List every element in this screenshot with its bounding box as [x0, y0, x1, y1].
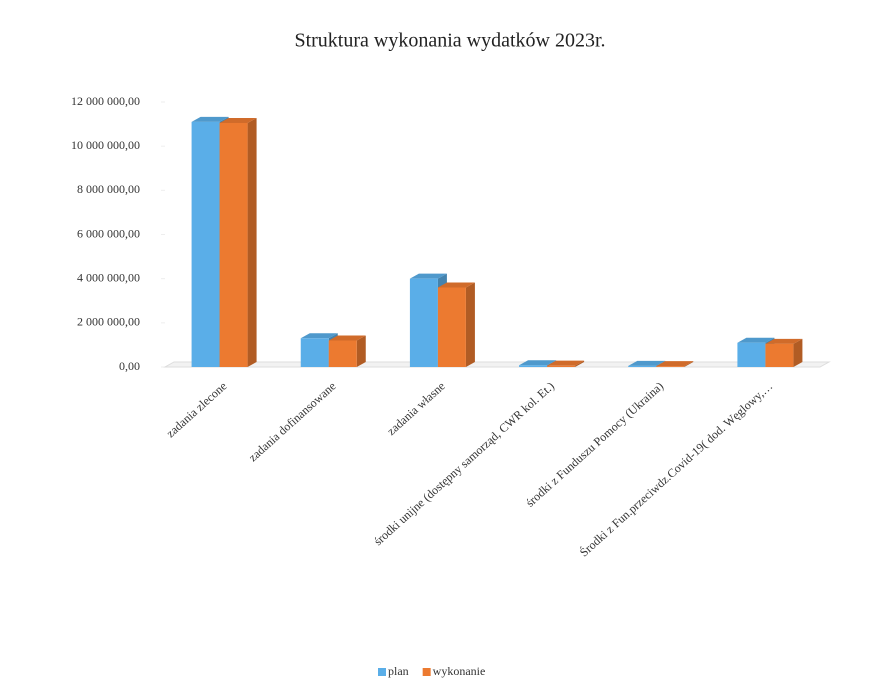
bar-top [219, 117, 257, 123]
x-tick-label: Środki z Fun.przeciwdz.Covid-19( dod. Wę… [577, 379, 775, 560]
bar-top [191, 116, 229, 122]
bar [328, 340, 357, 367]
bar [191, 121, 220, 367]
bar [409, 278, 438, 367]
legend-swatch [422, 668, 431, 676]
bar-side [247, 117, 257, 368]
bar-top [765, 338, 803, 344]
bar-top [737, 337, 775, 343]
bar-side [575, 360, 585, 367]
y-tick-label: 8 000 000,00 [77, 182, 140, 196]
floor [163, 361, 831, 368]
bar-top [547, 360, 585, 366]
x-tick-label: zadania własne [384, 379, 448, 438]
bar [628, 365, 657, 367]
bar-top [656, 361, 694, 367]
y-tick-label: 4 000 000,00 [77, 270, 140, 284]
bar-top [437, 282, 475, 288]
bar-top [328, 335, 366, 341]
y-tick-label: 12 000 000,00 [71, 94, 140, 108]
legend-label: plan [388, 664, 409, 678]
bar [300, 338, 329, 367]
y-tick-label: 0,00 [119, 359, 140, 373]
x-tick-label: zadania dofinansowane [246, 379, 339, 465]
legend-swatch [378, 668, 386, 676]
chart-title: Struktura wykonania wydatków 2023r. [294, 30, 605, 52]
bar [219, 122, 248, 368]
bar [656, 366, 685, 367]
y-tick-label: 2 000 000,00 [77, 315, 140, 329]
bar-side [684, 361, 694, 367]
bar [519, 365, 548, 367]
bar [547, 365, 576, 367]
bar-top [628, 360, 666, 366]
x-tick-label: zadania zlecone [163, 379, 229, 440]
bar [765, 343, 794, 367]
x-tick-label: środki unijne (dostępny samorząd, CWR ko… [371, 379, 557, 548]
bar-top [409, 273, 447, 279]
bar-top [519, 360, 557, 366]
bar [737, 342, 766, 367]
bar-top [300, 333, 338, 339]
bar-side [356, 335, 366, 367]
legend-label: wykonanie [433, 664, 486, 678]
y-tick-label: 6 000 000,00 [77, 226, 140, 240]
bar-side [793, 338, 803, 367]
bar [437, 287, 466, 367]
y-tick-label: 10 000 000,00 [71, 138, 140, 152]
bar-side [465, 282, 475, 367]
